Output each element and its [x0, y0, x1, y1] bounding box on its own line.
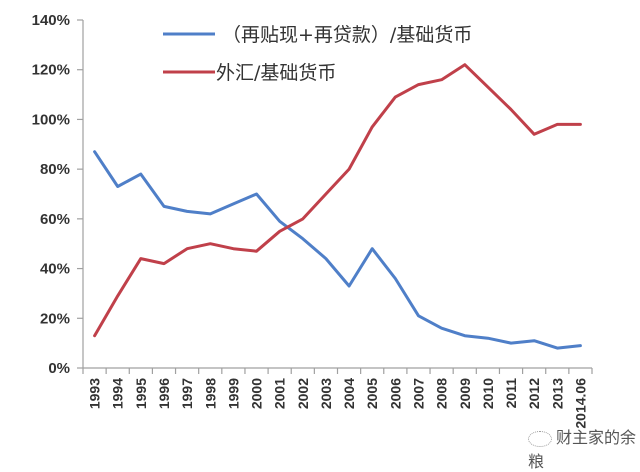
x-tick-label: 2004: [341, 378, 357, 409]
y-tick-label: 140%: [32, 12, 70, 29]
x-tick-label: 2014.06: [572, 378, 588, 429]
x-tick-label: 1998: [202, 378, 218, 409]
x-tick-label: 1994: [110, 378, 126, 409]
x-tick-label: 2001: [272, 378, 288, 409]
y-tick-label: 0%: [48, 360, 70, 377]
x-tick-label: 2002: [295, 378, 311, 409]
y-tick-label: 80%: [40, 161, 70, 178]
x-tick-label: 2007: [410, 378, 426, 409]
series-line-rediscount: [93, 150, 582, 350]
x-tick-label: 2009: [457, 378, 473, 409]
x-tick-label: 1995: [133, 378, 149, 409]
x-tick-label: 2000: [249, 378, 265, 409]
x-tick-label: 1999: [225, 378, 241, 409]
x-tick-label: 2010: [480, 378, 496, 409]
x-tick-label: 1993: [87, 378, 103, 409]
y-axis: 0% 20% 40% 60% 80% 100% 120% 140%: [32, 12, 84, 377]
x-tick-label: 2012: [526, 378, 542, 409]
x-tick-label: 2008: [434, 378, 450, 409]
legend-label-rediscount: （再贴现+再贷款）/基础货币: [222, 24, 472, 46]
y-tick-label: 40%: [40, 261, 70, 278]
y-tick-label: 120%: [32, 62, 70, 79]
x-tick-label: 2003: [318, 378, 334, 409]
x-tick-label: 2011: [503, 378, 519, 409]
x-tick-label: 2005: [364, 378, 380, 409]
y-tick-label: 20%: [40, 310, 70, 327]
y-tick-label: 100%: [32, 111, 70, 128]
series-lines: [93, 63, 582, 350]
x-tick-label: 1997: [179, 378, 195, 409]
watermark: 财主家的余粮: [528, 424, 640, 472]
x-axis: 1993 1994 1995 1996 1997 1998 1999 2000 2001 2002…: [82, 367, 593, 429]
y-tick-label: 60%: [40, 211, 70, 228]
legend: （再贴现+再贷款）/基础货币 外汇/基础货币: [163, 24, 472, 84]
legend-label-fx: 外汇/基础货币: [216, 62, 336, 84]
x-tick-label: 1996: [156, 378, 172, 409]
x-tick-label: 2013: [549, 378, 565, 409]
x-tick-label: 2006: [387, 378, 403, 409]
wechat-icon: [528, 430, 552, 447]
series-line-fx: [93, 63, 582, 338]
